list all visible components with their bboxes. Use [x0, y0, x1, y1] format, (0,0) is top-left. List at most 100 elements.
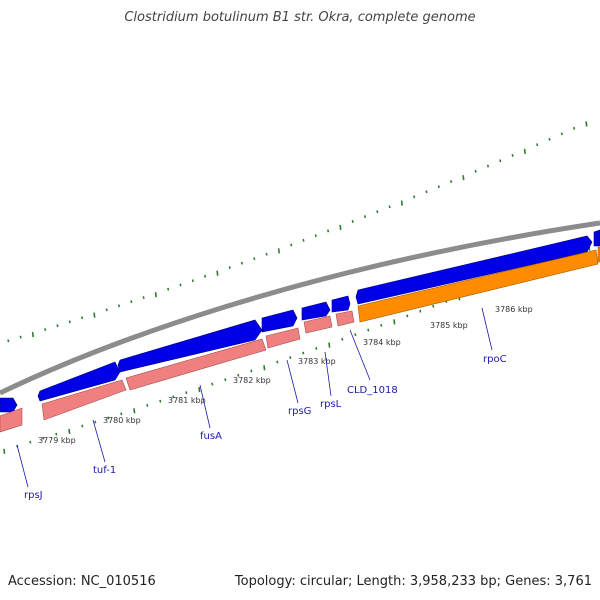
genome-stats-label: Topology: circular; Length: 3,958,233 bp… — [234, 574, 592, 589]
gc-tick-19 — [240, 261, 244, 265]
gc-tick-39 — [486, 164, 490, 168]
scale-tick-28 — [367, 328, 370, 332]
cds-reverse-rpsG[interactable] — [265, 327, 301, 349]
gc-tick-25 — [314, 234, 317, 238]
gc-tick-5 — [68, 320, 71, 324]
gc-tick-17 — [216, 270, 219, 276]
gc-tick-12 — [154, 292, 157, 298]
gc-tick-21 — [265, 252, 268, 256]
scale-label-3782: 3782 kbp — [233, 376, 271, 385]
callout-line-rpoC — [481, 307, 493, 351]
gc-tick-0 — [7, 339, 10, 343]
gc-tick-36 — [450, 180, 453, 184]
gc-tick-37 — [462, 175, 465, 181]
gc-tick-16 — [204, 274, 207, 278]
gc-tick-34 — [425, 190, 428, 194]
scale-tick-32 — [419, 309, 422, 313]
gc-tick-42 — [523, 148, 526, 154]
callout-line-CLD_1018 — [349, 329, 371, 381]
callout-line-tuf-1 — [92, 419, 106, 463]
gc-tick-2 — [31, 331, 34, 338]
rrna-feature-rpoC[interactable] — [357, 249, 599, 323]
scale-tick-13 — [172, 395, 175, 399]
gc-tick-40 — [499, 159, 502, 163]
gene-label-CLD_1018[interactable]: CLD_1018 — [347, 385, 398, 396]
gene-label-rpoC[interactable]: rpoC — [483, 354, 507, 365]
scale-tick-0 — [3, 448, 6, 454]
scale-tick-12 — [159, 399, 162, 403]
scale-tick-14 — [185, 391, 188, 395]
scale-label-3785: 3785 kbp — [430, 321, 468, 330]
gene-label-rpsL[interactable]: rpsL — [320, 399, 342, 410]
cds-reverse-rpsL[interactable] — [303, 315, 333, 334]
gc-tick-13 — [167, 287, 170, 291]
scale-tick-26 — [341, 337, 344, 341]
scale-tick-5 — [68, 428, 71, 435]
scale-tick-4 — [55, 432, 58, 436]
scale-tick-11 — [146, 403, 149, 407]
scale-tick-17 — [224, 378, 227, 382]
gene-label-tuf-1[interactable]: tuf-1 — [93, 465, 116, 476]
cds-forward-rpsG[interactable] — [261, 309, 298, 333]
cds-forward-rpsJ[interactable] — [0, 397, 18, 413]
scale-tick-23 — [302, 351, 305, 355]
scale-tick-33 — [432, 304, 435, 308]
callout-line-rpsL — [324, 351, 332, 397]
scale-tick-22 — [289, 356, 292, 359]
cds-reverse-CLD_1018[interactable] — [335, 310, 355, 327]
cds-forward-tuf-1[interactable] — [37, 361, 121, 402]
scale-tick-20 — [263, 365, 266, 371]
gene-callouts: rpsJ tuf-1 fusA rpsG rpsL CLD_1018 rpoC — [16, 307, 507, 501]
scale-tick-24 — [315, 347, 318, 350]
scale-tick-19 — [250, 369, 253, 373]
gc-tick-27 — [339, 224, 342, 231]
gc-tick-20 — [253, 257, 256, 261]
cds-forward-next[interactable] — [593, 229, 600, 247]
cds-reverse-tuf-1[interactable] — [41, 379, 127, 421]
cds-forward-fusA[interactable] — [117, 319, 263, 373]
gc-tick-44 — [548, 137, 551, 141]
scale-label-3786: 3786 kbp — [495, 305, 533, 314]
scale-tick-31 — [406, 314, 409, 318]
gc-tick-9 — [117, 304, 121, 308]
gc-tick-7 — [93, 312, 96, 318]
gc-tick-29 — [363, 215, 367, 218]
gc-tick-11 — [142, 296, 145, 300]
gc-tick-46 — [573, 126, 576, 130]
gc-tick-10 — [130, 300, 133, 304]
gc-tick-38 — [474, 169, 477, 173]
gc-tick-1 — [19, 335, 22, 339]
gene-label-rpsJ[interactable]: rpsJ — [24, 490, 43, 501]
gc-tick-23 — [290, 243, 293, 247]
gc-tick-47 — [585, 121, 588, 127]
scale-tick-16 — [211, 382, 214, 386]
cds-reverse-fusA[interactable] — [125, 338, 267, 391]
gc-tick-31 — [388, 205, 391, 209]
scale-tick-30 — [393, 319, 396, 325]
forward-cds-track — [0, 229, 600, 413]
gc-tick-6 — [81, 316, 84, 320]
gc-tick-28 — [351, 219, 354, 223]
gene-label-fusA[interactable]: fusA — [200, 431, 222, 442]
gc-tick-15 — [191, 279, 194, 283]
scale-labels: 3779 kbp 3780 kbp 3781 kbp 3782 kbp 3783… — [38, 305, 533, 445]
callout-line-rpsJ — [16, 444, 29, 488]
scale-label-3784: 3784 kbp — [363, 338, 401, 347]
cds-forward-CLD_1018[interactable] — [331, 295, 351, 313]
scale-tick-15 — [198, 387, 201, 393]
gc-tick-33 — [413, 195, 416, 199]
gc-tick-24 — [302, 238, 305, 242]
scale-tick-18 — [237, 373, 240, 377]
callout-line-rpsG — [286, 359, 299, 404]
reverse-cds-track — [0, 246, 600, 433]
gene-label-rpsG[interactable]: rpsG — [288, 406, 311, 417]
gc-tick-8 — [105, 308, 108, 312]
scale-tick-2 — [29, 440, 32, 444]
cds-forward-rpsL[interactable] — [301, 301, 331, 321]
gc-tick-35 — [437, 185, 440, 189]
cds-reverse-rpsJ[interactable] — [0, 407, 23, 433]
gc-tick-41 — [511, 154, 514, 157]
gc-tick-18 — [228, 266, 231, 270]
scale-tick-6 — [81, 424, 84, 428]
scale-label-3781: 3781 kbp — [168, 396, 206, 405]
